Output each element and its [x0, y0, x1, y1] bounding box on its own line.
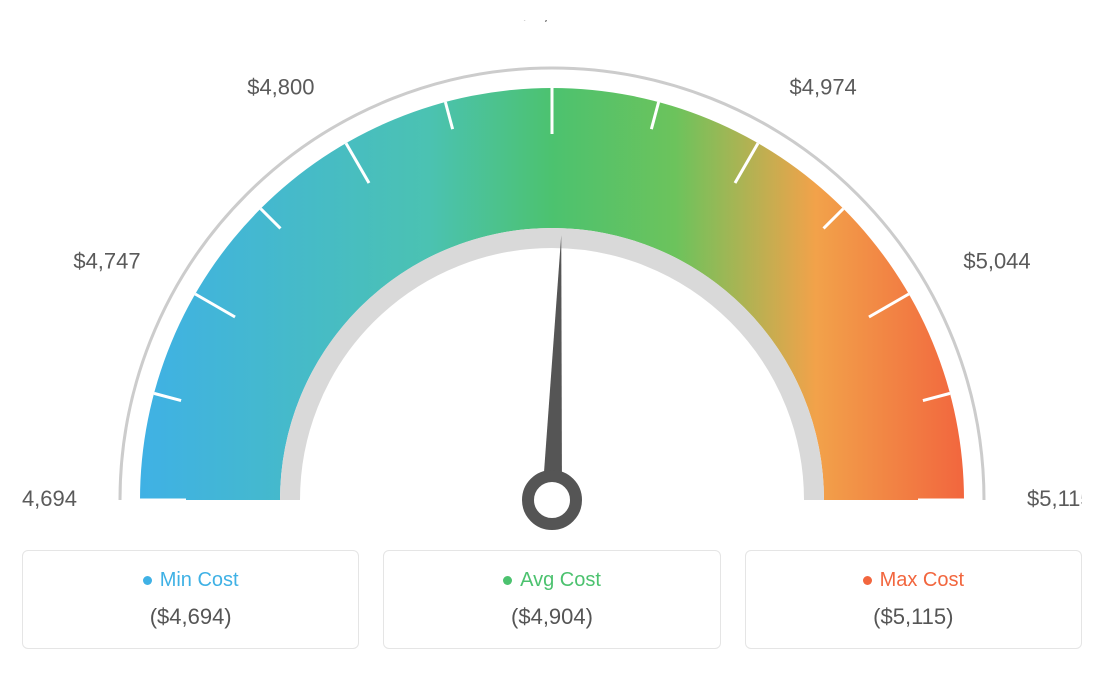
scale-label: $4,904 [518, 20, 585, 24]
legend-title-text: Max Cost [880, 569, 964, 591]
scale-label: $5,044 [963, 249, 1030, 274]
gauge-chart: $4,694 $4,747 $4,800 $4,904 $4,974 $5,044 $5,1… [22, 20, 1082, 540]
legend-card-avg: Avg Cost ($4,904) [383, 550, 720, 649]
legend-value: ($4,904) [404, 604, 699, 630]
legend-row: Min Cost ($4,694) Avg Cost ($4,904) Max … [22, 550, 1082, 649]
legend-dot-avg [503, 576, 512, 585]
scale-label: $4,747 [73, 249, 140, 274]
legend-dot-max [863, 576, 872, 585]
scale-label: $4,800 [247, 75, 314, 100]
scale-label: $4,974 [790, 75, 857, 100]
legend-title: Max Cost [766, 569, 1061, 592]
legend-value: ($4,694) [43, 604, 338, 630]
gauge-svg: $4,694 $4,747 $4,800 $4,904 $4,974 $5,044 $5,1… [22, 20, 1082, 540]
scale-label: $4,694 [22, 486, 77, 511]
scale-label: $5,115 [1027, 486, 1082, 511]
legend-title: Avg Cost [404, 569, 699, 592]
gauge-needle [542, 235, 562, 500]
legend-card-min: Min Cost ($4,694) [22, 550, 359, 649]
needle-hub [528, 476, 576, 524]
legend-dot-min [143, 576, 152, 585]
legend-title-text: Min Cost [160, 569, 239, 591]
legend-title: Min Cost [43, 569, 338, 592]
legend-card-max: Max Cost ($5,115) [745, 550, 1082, 649]
legend-value: ($5,115) [766, 604, 1061, 630]
legend-title-text: Avg Cost [520, 569, 601, 591]
